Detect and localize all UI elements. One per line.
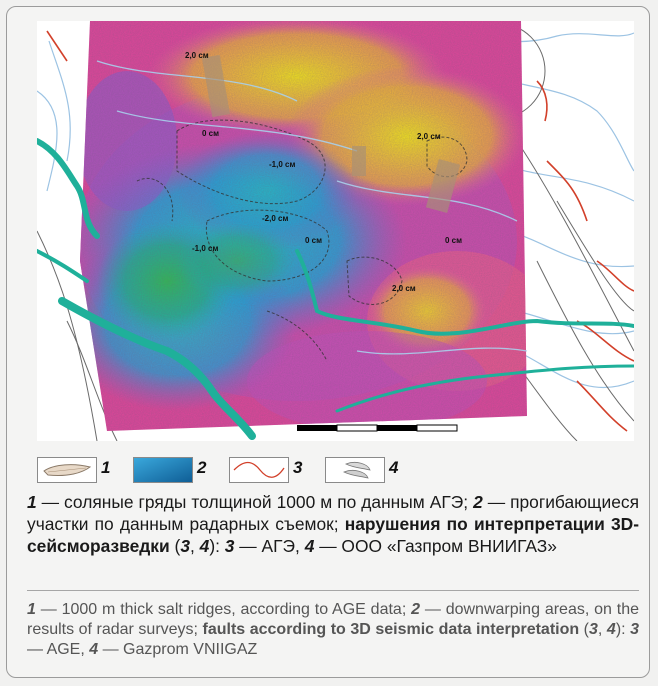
map-legend: 1 2 3: [37, 453, 637, 487]
caption-text: ):: [209, 536, 225, 556]
salt-ridge-icon: [37, 457, 97, 483]
caption-text: — Gazprom VNIIGAZ: [98, 641, 258, 658]
fault-lines-vniigaz: [96, 60, 528, 355]
caption-number: 2: [473, 492, 483, 512]
contour-label: 0 см: [202, 129, 219, 138]
contour-label: 0 см: [305, 236, 322, 245]
caption-text: (: [169, 536, 181, 556]
caption-text: — соляные гряды толщиной 1000 м по данны…: [36, 492, 474, 512]
legend-number: 3: [293, 458, 303, 477]
caption-number: 3: [224, 536, 235, 556]
contour-label: -1,0 см: [192, 244, 218, 253]
scale-bar: [297, 424, 458, 432]
salt-ridge-areas: [201, 54, 461, 213]
radar-subsidence-map: 2,0 см 0 см -1,0 см 2,0 см -2,0 см -1,0 …: [37, 21, 634, 441]
caption-bold-text: faults according to 3D seismic data inte…: [202, 621, 580, 638]
caption-text: — 1000 m thick salt ridges, according to…: [35, 601, 412, 618]
legend-number: 1: [101, 458, 111, 477]
caption-text: ):: [615, 621, 631, 638]
caption-bold-text: нарушения по интерпретации 3D-сейсморазв…: [27, 514, 639, 556]
contour-label: 2,0 см: [417, 132, 441, 141]
caption-number: 3: [589, 621, 598, 638]
caption-text: — прогибающиеся участки по данным радарн…: [27, 492, 639, 534]
caption-text: — downwarping areas, on the results of r…: [27, 601, 640, 638]
caption-text: — AGE,: [27, 641, 90, 658]
caption-number: 3: [630, 621, 640, 638]
displacement-raster: [80, 21, 527, 431]
caption-number: 4: [304, 536, 315, 556]
caption-russian: 1 — соляные гряды толщиной 1000 м по дан…: [27, 491, 639, 557]
contour-label: 2,0 см: [185, 51, 209, 60]
river: [37, 138, 634, 440]
caption-text: ,: [189, 536, 200, 556]
figure-frame: 2,0 см 0 см -1,0 см 2,0 см -2,0 см -1,0 …: [6, 6, 650, 678]
caption-number: 2: [411, 601, 421, 618]
caption-number: 3: [180, 536, 190, 556]
caption-text: — ООО «Газпром ВНИИГАЗ»: [314, 536, 557, 556]
caption-text: (: [579, 621, 590, 638]
caption-text: — АГЭ,: [234, 536, 305, 556]
caption-number: 1: [27, 492, 37, 512]
caption-text: ,: [597, 621, 607, 638]
subsidence-area-icon: [133, 457, 193, 483]
fault-line-icon: [229, 457, 289, 483]
legend-number: 4: [389, 458, 399, 477]
contour-label: -2,0 см: [262, 214, 288, 223]
caption-english: 1 — 1000 m thick salt ridges, according …: [27, 600, 639, 660]
caption-number: 4: [89, 641, 99, 658]
legend-number: 2: [197, 458, 207, 477]
contour-label: 2,0 см: [392, 284, 416, 293]
fault-zone-icon: [325, 457, 385, 483]
caption-number: 4: [606, 621, 616, 638]
contour-label: 0 см: [445, 236, 462, 245]
caption-divider: [27, 590, 639, 591]
contour-lines: [136, 119, 468, 362]
caption-number: 4: [199, 536, 210, 556]
caption-number: 1: [27, 601, 36, 618]
contour-label: -1,0 см: [269, 160, 295, 169]
map-panel: 2,0 см 0 см -1,0 см 2,0 см -2,0 см -1,0 …: [37, 21, 634, 441]
